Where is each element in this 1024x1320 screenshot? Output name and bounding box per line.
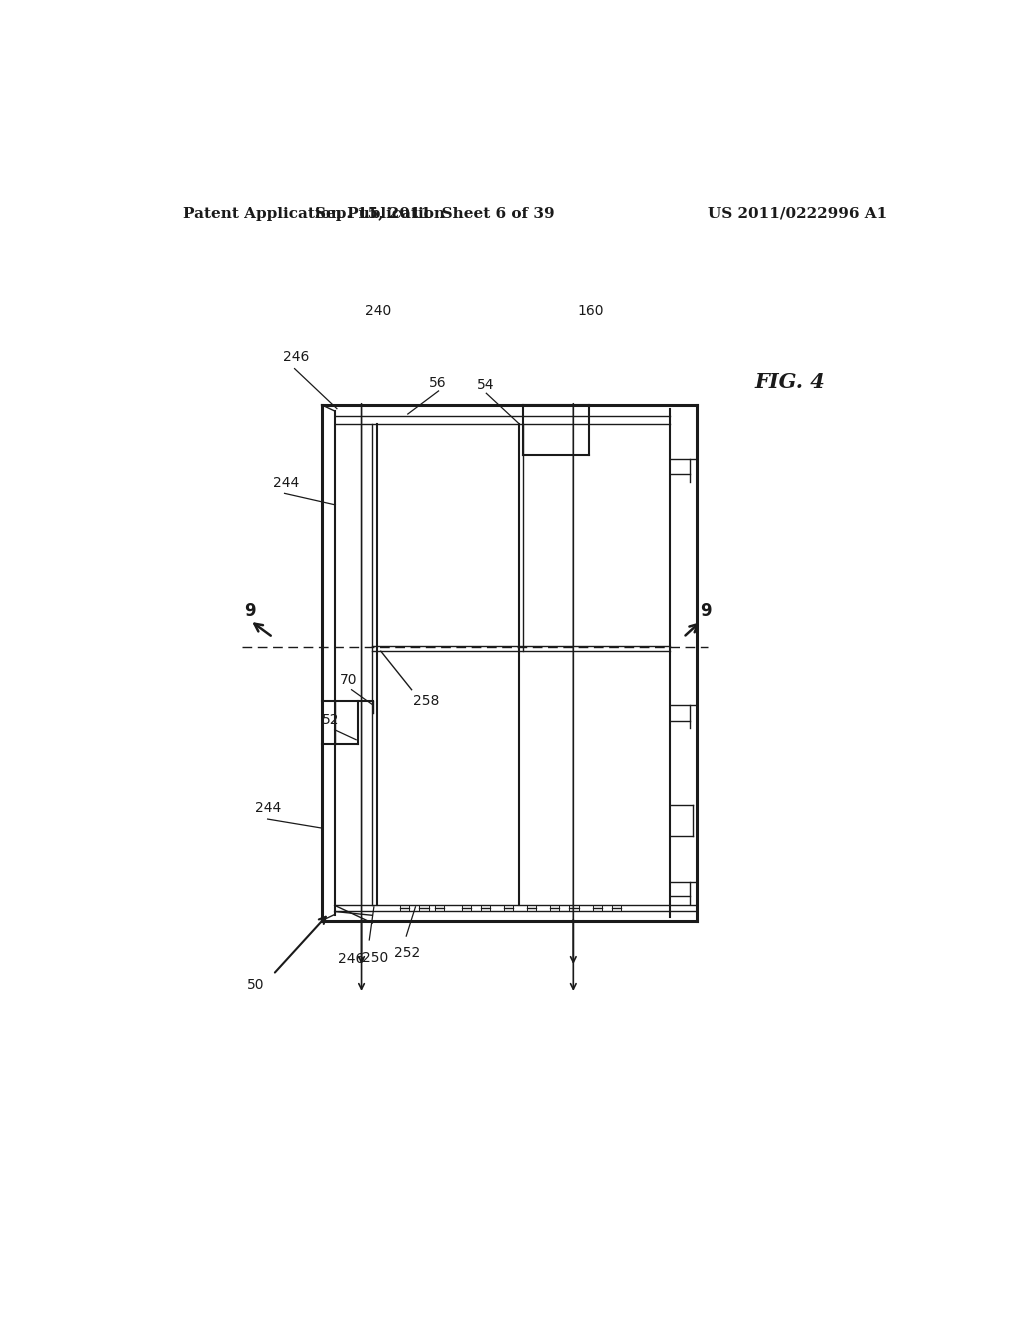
Text: 258: 258: [413, 694, 439, 709]
Text: 9: 9: [244, 602, 256, 620]
Text: 246: 246: [339, 952, 365, 966]
Text: 52: 52: [322, 714, 339, 727]
Text: 250: 250: [361, 950, 388, 965]
Text: US 2011/0222996 A1: US 2011/0222996 A1: [708, 207, 888, 220]
Text: 246: 246: [283, 350, 309, 364]
Text: FIG. 4: FIG. 4: [755, 372, 825, 392]
Text: Patent Application Publication: Patent Application Publication: [183, 207, 444, 220]
Text: 9: 9: [700, 602, 712, 620]
Text: 70: 70: [340, 673, 357, 688]
Text: Sep. 15, 2011  Sheet 6 of 39: Sep. 15, 2011 Sheet 6 of 39: [315, 207, 555, 220]
Text: 244: 244: [255, 800, 282, 814]
Text: 54: 54: [477, 378, 495, 392]
Text: 244: 244: [273, 477, 299, 490]
Text: 252: 252: [394, 946, 420, 960]
Text: 50: 50: [248, 978, 265, 991]
Text: 160: 160: [578, 304, 604, 318]
Text: 240: 240: [366, 304, 391, 318]
Text: 56: 56: [429, 376, 446, 391]
